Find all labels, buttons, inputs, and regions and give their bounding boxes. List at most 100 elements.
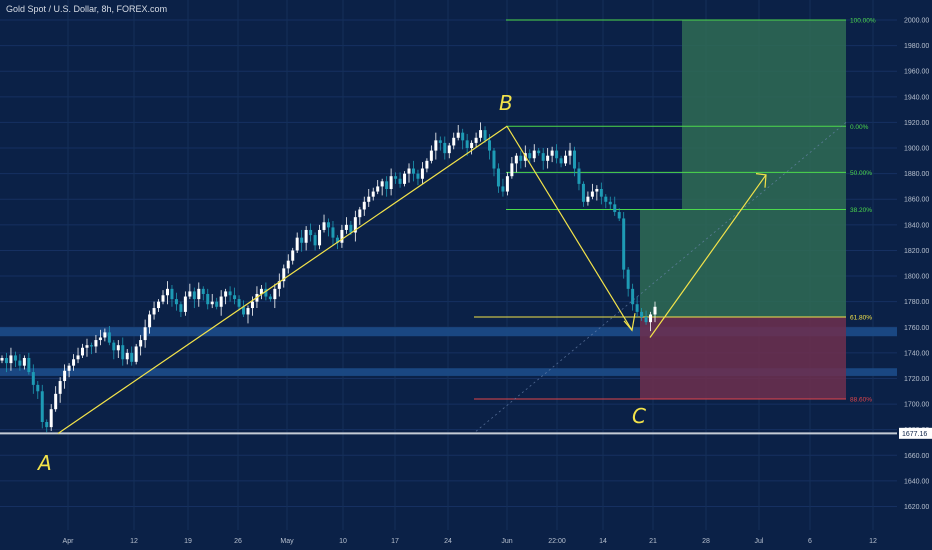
candle-body [31,372,35,385]
candle-body [304,229,308,243]
candle-body [403,173,407,184]
candle-body [242,306,246,315]
x-tick-label: 28 [702,538,710,545]
candle-body [407,168,411,174]
candle-body [18,360,22,366]
candle-body [376,186,380,192]
candle-body [559,158,563,164]
candle-body [0,357,4,361]
chart-title: Gold Spot / U.S. Dollar, 8h, FOREX.com [6,4,168,14]
candle-body [85,345,89,348]
candle-body [157,301,161,309]
candle-body [313,235,317,246]
candle-body [631,288,635,305]
x-tick-label: Jun [501,538,512,545]
projection-arrowhead [755,173,767,188]
candle-body [237,299,241,307]
candle-body [58,381,62,394]
candle-body [590,191,594,197]
x-tick-label: 6 [808,538,812,545]
candle-body [40,391,44,423]
x-tick-label: Jul [755,538,764,545]
y-tick-label: 1700.00 [904,402,929,409]
candle-body [300,237,304,243]
candle-body [380,181,384,187]
candle-body [353,217,357,233]
candle-body [81,347,85,356]
candle-body [443,142,447,154]
y-tick-label: 1620.00 [904,504,929,511]
fib-levels: 100.00% 0.00% 50.00% 38.20% 61.80% 88.60% [474,18,876,432]
candle-body [327,222,330,228]
candle-body [107,332,111,343]
x-tick-label: 17 [391,538,399,545]
current-price-badge [899,427,932,439]
candle-body [550,150,554,156]
candle-body [519,155,523,161]
candle-body [277,281,281,289]
candle-body [233,295,237,300]
candle-body [385,181,389,189]
candle-body [103,332,107,338]
x-tick-label: 24 [444,538,452,545]
candle-body [206,293,210,305]
candle-body [152,308,156,315]
y-tick-label: 1880.00 [904,171,929,178]
candle-body [564,155,568,164]
candle-body [121,345,125,360]
candle-body [139,340,143,347]
x-tick-label: 10 [339,538,347,545]
candle-body [45,422,49,428]
candle-body [505,176,509,192]
candle-body [268,296,272,300]
candle-body [340,229,344,243]
current-price-label: 1677.16 [902,431,927,438]
candle-body [76,355,80,360]
candle-body [197,288,201,300]
candle-body [416,173,420,179]
candle-body [295,237,299,251]
candle-body [286,260,290,269]
candle-body [394,176,398,179]
candle-body [13,355,17,361]
candle-body [483,130,487,141]
candle-body [622,218,626,270]
candle-body [344,224,348,230]
candle-body [273,288,277,300]
candle-body [479,130,483,138]
x-tick-label: 22:00 [548,538,566,545]
candle-body [335,237,339,243]
candle-body [429,150,433,161]
x-tick-label: Apr [63,538,75,545]
y-tick-label: 2000.00 [904,18,929,25]
candle-body [367,196,371,202]
candle-body [259,288,263,294]
y-tick-label: 1960.00 [904,69,929,76]
candle-body [465,140,469,149]
candle-body [644,317,648,323]
candle-body [72,359,76,366]
candle-body [411,168,415,174]
candle-body [22,357,26,366]
x-tick-label: 12 [130,538,138,545]
candle-body [635,304,639,312]
candle-body [461,132,465,141]
candle-body [420,168,424,179]
wave-lines [57,125,767,435]
candle-body [626,269,630,289]
candle-body [246,308,250,315]
candle-body [528,153,532,159]
wave-bc-arrowhead [623,313,636,332]
candle-body [89,345,93,347]
y-tick-label: 1860.00 [904,197,929,204]
candle-body [165,288,169,296]
candle-body [98,337,102,341]
candle-body [568,150,572,156]
candle-body [649,314,653,323]
candle-body [250,301,254,309]
y-tick-label: 1940.00 [904,94,929,101]
candle-body [653,306,657,315]
candle-body [362,201,366,210]
candle-body [148,314,152,328]
